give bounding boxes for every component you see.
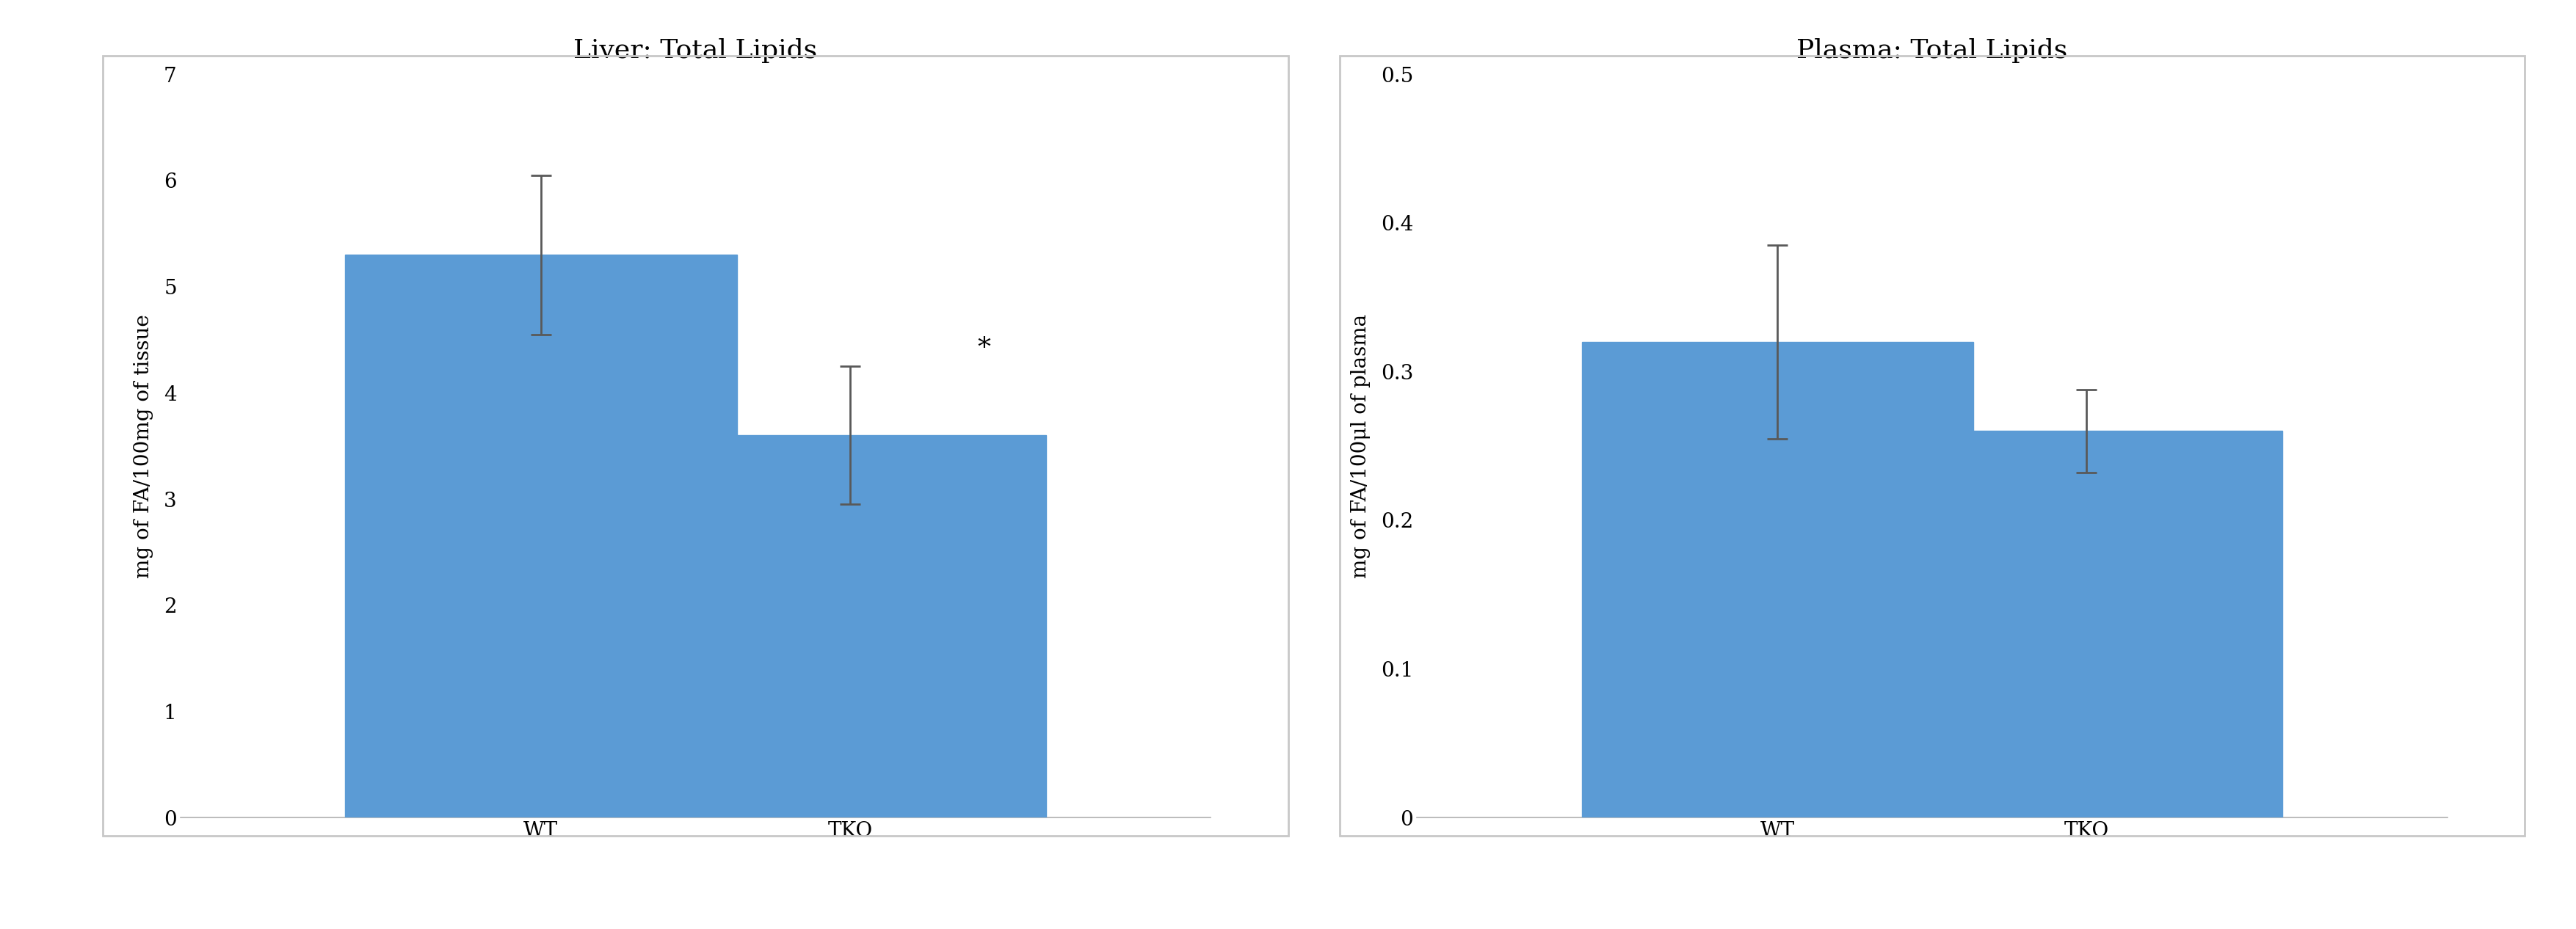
Title: Liver: Total Lipids: Liver: Total Lipids (574, 38, 817, 63)
Title: Plasma: Total Lipids: Plasma: Total Lipids (1795, 38, 2069, 63)
Y-axis label: mg of FA/100μl of plasma: mg of FA/100μl of plasma (1350, 314, 1370, 578)
Bar (1582, 342, 1973, 818)
Bar (654, 436, 1046, 818)
Text: *: * (976, 336, 992, 361)
Bar (1891, 431, 2282, 818)
Y-axis label: mg of FA/100mg of tissue: mg of FA/100mg of tissue (134, 314, 155, 578)
Bar (345, 255, 737, 818)
